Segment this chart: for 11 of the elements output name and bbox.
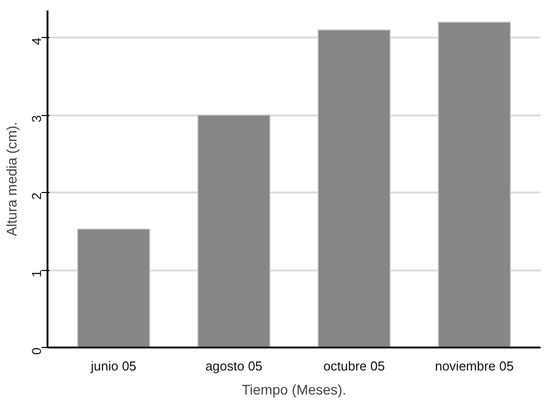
x-tick-label: agosto 05 <box>205 358 262 374</box>
x-tick-label: junio 05 <box>90 358 136 374</box>
y-tick-label: 2 <box>29 192 44 200</box>
y-tick-label: 1 <box>29 270 44 278</box>
y-axis-title: Altura media (cm). <box>4 122 20 236</box>
x-axis-title: Tiempo (Meses). <box>242 382 346 398</box>
x-tick-label: noviembre 05 <box>434 358 514 374</box>
y-tick-label: 0 <box>29 347 44 355</box>
y-tick-label: 3 <box>29 115 44 122</box>
y-tick-label: 4 <box>29 38 44 45</box>
x-tick-label: octubre 05 <box>323 358 385 374</box>
